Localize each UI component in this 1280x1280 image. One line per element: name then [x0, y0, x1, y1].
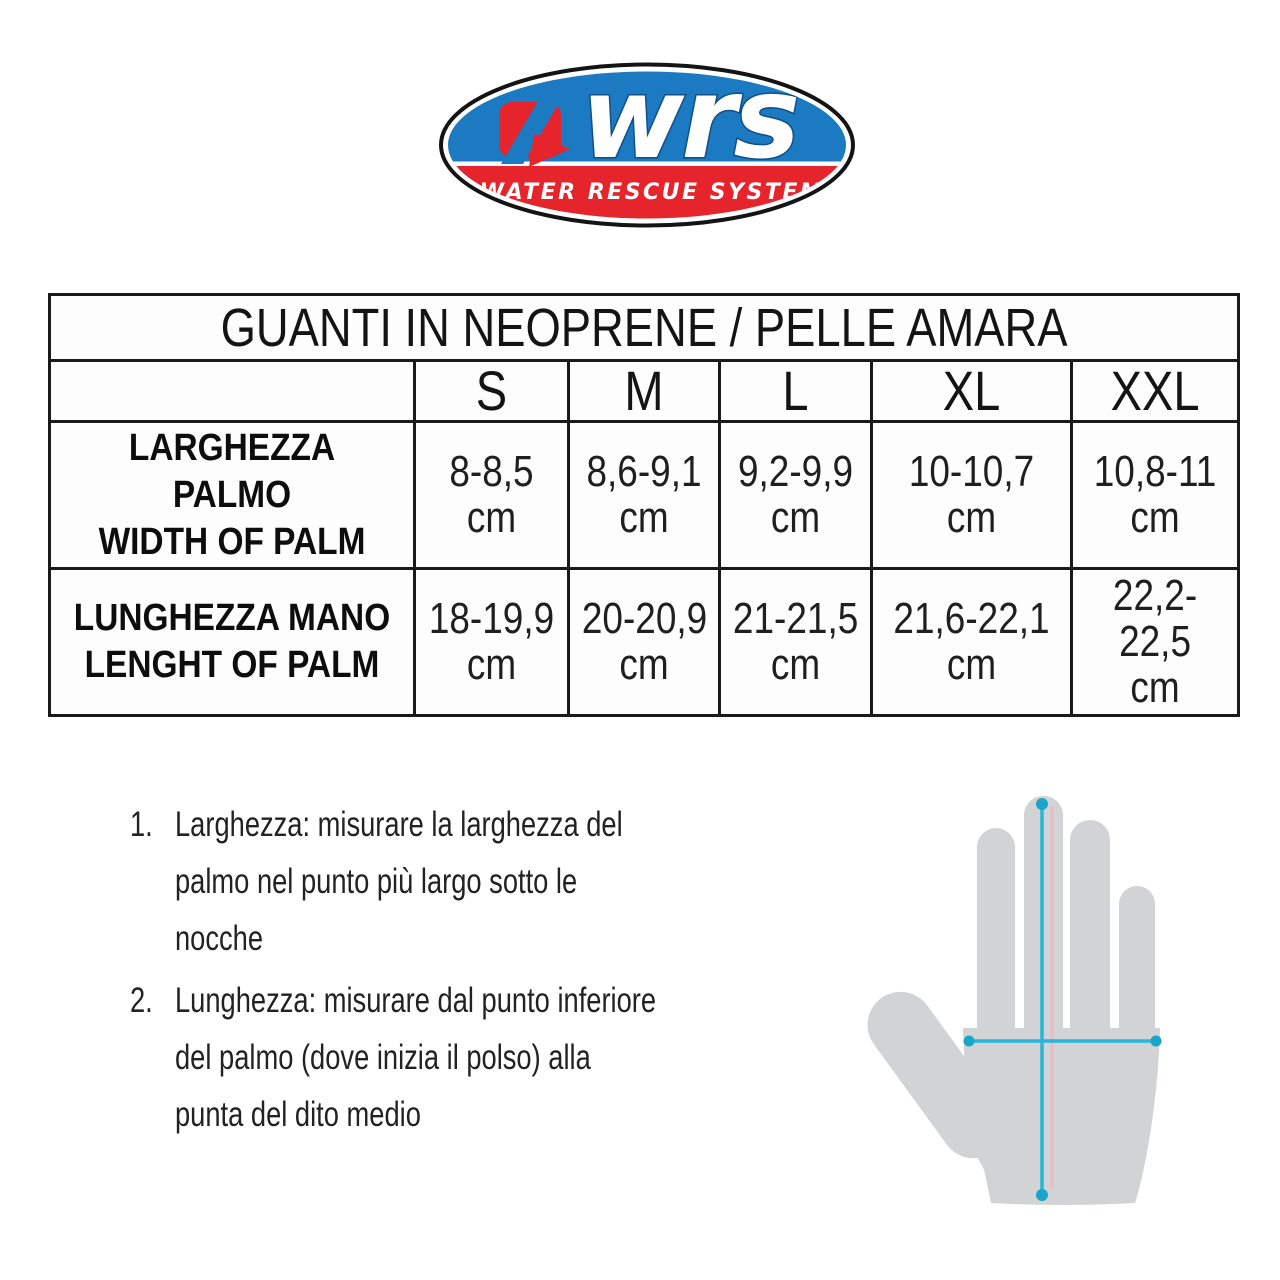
row-width-label: LARGHEZZA PALMO WIDTH OF PALM — [48, 420, 416, 570]
length-line-top-dot — [1036, 798, 1048, 810]
width-value-s: 8-8,5 cm — [413, 420, 570, 570]
width-measure-line — [963, 1035, 1162, 1047]
length-value-l: 21-21,5 cm — [718, 567, 873, 717]
instruction-item-1: 1. Larghezza: misurare la larghezza del … — [130, 796, 749, 967]
width-value-m: 8,6-9,1 cm — [567, 420, 721, 570]
hand-diagram-svg — [867, 796, 1162, 1205]
table-title-cell: GUANTI IN NEOPRENE / PELLE AMARA — [47, 293, 1241, 362]
instruction-line: del palmo (dove inizia il polso) alla — [175, 1038, 591, 1077]
instruction-item-2: 2. Lunghezza: misurare dal punto inferio… — [130, 972, 792, 1143]
size-table: GUANTI IN NEOPRENE / PELLE AMARA S M L X… — [47, 293, 1241, 717]
instruction-line: punta del dito medio — [175, 1095, 421, 1134]
width-value-xl: 10-10,7 cm — [870, 420, 1073, 570]
size-header-s: S — [413, 359, 570, 423]
instruction-line: Lunghezza: misurare dal punto inferiore — [175, 981, 657, 1020]
table-title: GUANTI IN NEOPRENE / PELLE AMARA — [220, 297, 1068, 358]
logo-divider — [448, 161, 846, 166]
palm-thumb-join — [963, 1028, 995, 1190]
brand-logo-svg: wrs WATER RESCUE SYSTEM — [439, 62, 855, 228]
length-value-s: 18-19,9 cm — [413, 567, 570, 717]
instruction-line: palmo nel punto più largo sotto le — [175, 862, 578, 901]
length-measure-line — [1036, 798, 1048, 1201]
size-header-empty — [48, 359, 416, 423]
width-line-left-dot — [963, 1035, 975, 1047]
instruction-number: 2. — [130, 981, 153, 1020]
length-value-xxl: 22,2- 22,5 cm — [1069, 567, 1241, 717]
length-line-bottom-dot — [1036, 1189, 1048, 1201]
instruction-line: nocche — [175, 919, 264, 958]
length-value-xl: 21,6-22,1 cm — [870, 567, 1073, 717]
instruction-number: 1. — [130, 805, 153, 844]
instruction-line: Larghezza: misurare la larghezza del — [175, 805, 623, 844]
size-header-l: L — [718, 359, 873, 423]
logo-tagline-text: WATER RESCUE SYSTEM — [480, 180, 825, 205]
size-header-xl: XL — [870, 359, 1073, 423]
brand-logo: wrs WATER RESCUE SYSTEM — [437, 62, 857, 229]
table-title-row: GUANTI IN NEOPRENE / PELLE AMARA — [47, 293, 1241, 362]
ring-finger — [1070, 820, 1110, 1090]
size-header-xxl: XXL — [1069, 359, 1241, 423]
index-finger — [977, 828, 1015, 1088]
logo-mark-icon — [499, 96, 570, 167]
palm — [963, 1028, 1160, 1205]
width-value-l: 9,2-9,9 cm — [718, 420, 873, 570]
length-value-m: 20-20,9 cm — [567, 567, 721, 717]
size-header-m: M — [567, 359, 721, 423]
row-length-label: LUNGHEZZA MANO LENGHT OF PALM — [48, 567, 416, 717]
width-line-right-dot — [1150, 1035, 1162, 1047]
length-of-palm-row: LUNGHEZZA MANO LENGHT OF PALM 18-19,9 cm… — [48, 567, 1241, 717]
logo-brand-text: wrs — [581, 62, 797, 184]
hand-silhouette — [867, 796, 1160, 1205]
width-of-palm-row: LARGHEZZA PALMO WIDTH OF PALM 8-8,5 cm 8… — [48, 420, 1241, 570]
hand-diagram — [820, 770, 1240, 1240]
size-header-row: S M L XL XXL — [48, 359, 1241, 423]
width-value-xxl: 10,8-11 cm — [1069, 420, 1241, 570]
